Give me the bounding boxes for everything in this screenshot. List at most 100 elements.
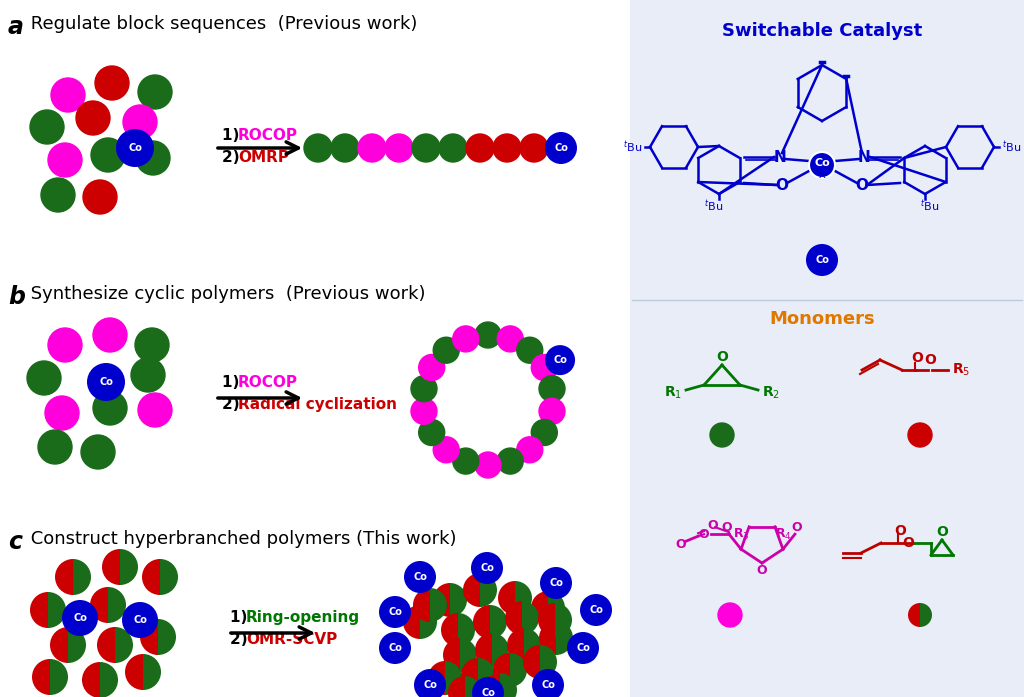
Circle shape (45, 396, 79, 430)
Circle shape (93, 391, 127, 425)
Wedge shape (493, 653, 510, 687)
Circle shape (419, 355, 444, 381)
Wedge shape (458, 613, 475, 647)
Circle shape (532, 669, 564, 697)
FancyBboxPatch shape (630, 0, 1024, 697)
Wedge shape (463, 573, 480, 607)
Text: O: O (676, 537, 686, 551)
Text: O: O (855, 178, 868, 192)
Circle shape (81, 435, 115, 469)
Text: Construct hyperbranched polymers (This work): Construct hyperbranched polymers (This w… (25, 530, 457, 548)
Text: OMR-SCVP: OMR-SCVP (246, 632, 337, 647)
Text: ROCOP: ROCOP (238, 375, 298, 390)
Circle shape (433, 337, 459, 363)
Text: R$_5$: R$_5$ (952, 362, 971, 378)
Circle shape (517, 437, 543, 463)
Wedge shape (524, 628, 541, 662)
Text: $^t$Bu: $^t$Bu (623, 139, 642, 155)
Wedge shape (143, 654, 161, 690)
Text: N: N (858, 149, 870, 164)
Text: Co: Co (388, 607, 402, 617)
Wedge shape (539, 621, 556, 655)
Text: O: O (792, 521, 802, 534)
Text: Co: Co (553, 355, 567, 365)
Wedge shape (505, 601, 522, 635)
Circle shape (517, 337, 543, 363)
Text: Monomers: Monomers (769, 310, 874, 328)
Text: Co: Co (413, 572, 427, 582)
Wedge shape (100, 662, 118, 697)
Wedge shape (548, 591, 565, 625)
Wedge shape (460, 638, 477, 672)
Circle shape (385, 134, 413, 162)
Text: Co: Co (128, 143, 142, 153)
Text: O: O (894, 524, 906, 538)
Wedge shape (68, 627, 86, 663)
Wedge shape (507, 628, 524, 662)
Text: Radical cyclization: Radical cyclization (238, 397, 397, 412)
Circle shape (138, 75, 172, 109)
Circle shape (48, 328, 82, 362)
Wedge shape (490, 605, 507, 639)
Wedge shape (125, 654, 143, 690)
Circle shape (122, 602, 158, 638)
Wedge shape (90, 587, 108, 623)
Wedge shape (920, 603, 932, 627)
Text: Co: Co (549, 578, 563, 588)
Circle shape (540, 567, 572, 599)
Wedge shape (522, 601, 539, 635)
Circle shape (414, 669, 446, 697)
Wedge shape (473, 605, 490, 639)
Circle shape (453, 326, 479, 352)
Wedge shape (450, 583, 467, 617)
Text: O: O (924, 353, 936, 367)
Text: OMRP: OMRP (238, 150, 289, 165)
Circle shape (466, 134, 494, 162)
Circle shape (475, 452, 501, 478)
Wedge shape (82, 662, 100, 697)
Wedge shape (445, 661, 462, 695)
Text: O: O (936, 525, 948, 539)
Text: b: b (8, 285, 25, 309)
Circle shape (453, 448, 479, 474)
Wedge shape (50, 659, 68, 695)
Text: Co: Co (815, 255, 829, 265)
Circle shape (41, 178, 75, 212)
Wedge shape (483, 673, 500, 697)
Circle shape (419, 420, 444, 445)
Wedge shape (102, 549, 120, 585)
Circle shape (539, 376, 565, 401)
Text: R$_2$: R$_2$ (762, 385, 780, 401)
Circle shape (135, 328, 169, 362)
Circle shape (304, 134, 332, 162)
Circle shape (498, 448, 523, 474)
Text: Co: Co (541, 680, 555, 690)
Text: R$_3$: R$_3$ (733, 527, 750, 542)
Text: $^t$Bu: $^t$Bu (705, 198, 724, 214)
Text: Co: Co (388, 643, 402, 653)
Circle shape (908, 423, 932, 447)
Wedge shape (420, 605, 437, 639)
Wedge shape (461, 658, 478, 692)
Circle shape (404, 561, 436, 593)
Circle shape (38, 430, 72, 464)
Text: Co: Co (814, 158, 829, 168)
Wedge shape (556, 621, 573, 655)
Circle shape (76, 101, 110, 135)
Circle shape (411, 398, 437, 424)
Wedge shape (449, 676, 465, 697)
Text: O: O (757, 565, 767, 578)
Circle shape (136, 141, 170, 175)
Circle shape (358, 134, 386, 162)
Circle shape (718, 603, 742, 627)
Wedge shape (475, 633, 492, 667)
Text: N: N (773, 149, 786, 164)
Wedge shape (500, 673, 517, 697)
Circle shape (545, 345, 575, 375)
Wedge shape (32, 659, 50, 695)
Circle shape (91, 138, 125, 172)
Circle shape (809, 152, 835, 178)
Circle shape (138, 393, 172, 427)
Wedge shape (158, 619, 176, 655)
Text: Switchable Catalyst: Switchable Catalyst (722, 22, 923, 40)
